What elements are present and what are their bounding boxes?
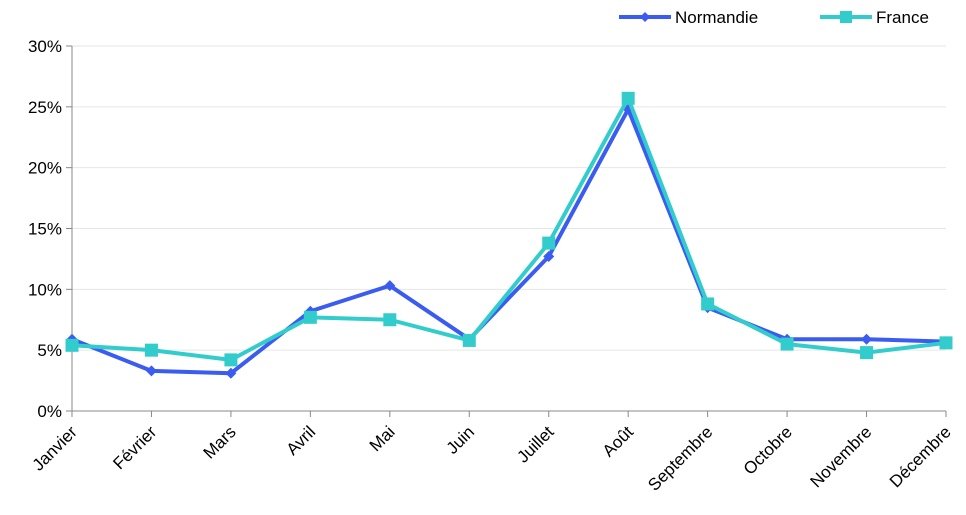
grid	[72, 45, 946, 351]
data-point	[144, 343, 158, 357]
y-tick-label: 0%	[37, 402, 62, 421]
x-tick-label: Septembre	[644, 422, 716, 494]
legend: Normandie France	[619, 8, 929, 27]
y-tick-label: 15%	[28, 220, 62, 239]
data-point	[462, 333, 476, 347]
series-normandie	[66, 103, 952, 379]
data-point	[542, 236, 556, 250]
data-point	[621, 91, 635, 105]
data-point	[861, 333, 873, 345]
y-tick-label: 25%	[28, 98, 62, 117]
x-axis-ticks: Janvier Février Mars Avril Mai Juin Juillet Aoû…	[29, 422, 955, 494]
series	[65, 91, 953, 379]
y-tick-label: 30%	[28, 37, 62, 56]
series-line	[71, 107, 947, 376]
legend-label: France	[876, 8, 929, 27]
x-tick-label: Juillet	[513, 422, 557, 466]
x-tick-label: Juin	[443, 422, 478, 457]
data-point	[383, 313, 397, 327]
data-point	[780, 337, 794, 351]
x-tick-label: Août	[599, 422, 637, 460]
legend-item: France	[820, 8, 929, 27]
x-tick-label: Janvier	[29, 422, 81, 474]
data-point	[543, 250, 555, 262]
data-point	[384, 280, 396, 292]
data-point	[303, 310, 317, 324]
data-point	[225, 367, 237, 379]
x-tick-label: Mai	[366, 422, 399, 455]
axes	[66, 45, 947, 417]
data-point	[939, 336, 953, 350]
legend-label: Normandie	[675, 8, 758, 27]
y-tick-label: 10%	[28, 280, 62, 299]
series-line	[71, 96, 947, 362]
legend-marker	[640, 12, 650, 22]
y-axis-ticks: 0% 5% 10% 15% 20% 25% 30%	[28, 37, 62, 421]
legend-item: Normandie	[619, 8, 758, 27]
data-point	[224, 353, 238, 367]
x-tick-label: Février	[109, 422, 160, 473]
x-tick-label: Octobre	[740, 422, 796, 478]
data-point	[65, 338, 79, 352]
y-tick-label: 5%	[37, 341, 62, 360]
data-point	[145, 365, 157, 377]
x-tick-label: Mars	[200, 422, 240, 462]
data-point	[860, 346, 874, 360]
x-tick-label: Avril	[283, 422, 320, 459]
data-point	[701, 297, 715, 311]
legend-marker	[840, 11, 852, 23]
x-tick-label: Décembre	[886, 422, 955, 491]
y-tick-label: 20%	[28, 159, 62, 178]
series-france	[65, 91, 953, 367]
x-tick-label: Novembre	[806, 422, 875, 491]
